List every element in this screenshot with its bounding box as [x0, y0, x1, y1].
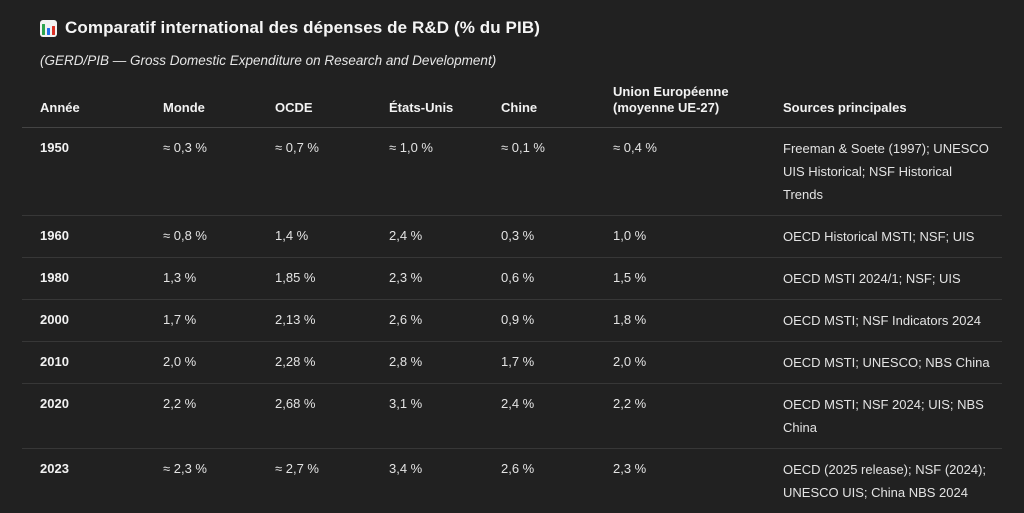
value-cell-ocde: ≈ 0,7 % [275, 128, 389, 216]
value-cell-etats-unis: 2,8 % [389, 342, 501, 384]
value-cell-monde: ≈ 0,3 % [163, 128, 275, 216]
column-header-ocde: OCDE [275, 78, 389, 128]
column-header-union-europeenne: Union Européenne (moyenne UE-27) [613, 78, 783, 128]
column-header-sources: Sources principales [783, 78, 1002, 128]
value-cell-etats-unis: ≈ 1,0 % [389, 128, 501, 216]
column-header-etats-unis: États-Unis [389, 78, 501, 128]
value-cell-monde: 1,3 % [163, 258, 275, 300]
sources-cell: OECD Historical MSTI; NSF; UIS [783, 216, 1002, 258]
table-row: 2023≈ 2,3 %≈ 2,7 %3,4 %2,6 %2,3 %OECD (2… [22, 449, 1002, 513]
value-cell-ocde: ≈ 2,7 % [275, 449, 389, 513]
value-cell-chine: 0,9 % [501, 300, 613, 342]
value-cell-chine: 2,6 % [501, 449, 613, 513]
bar-chart-icon-red-bar [52, 26, 55, 35]
value-cell-ocde: 2,68 % [275, 384, 389, 449]
page-subtitle: (GERD/PIB — Gross Domestic Expenditure o… [22, 52, 1002, 70]
value-cell-union-europeenne: ≈ 0,4 % [613, 128, 783, 216]
year-cell: 1980 [22, 258, 163, 300]
value-cell-union-europeenne: 1,8 % [613, 300, 783, 342]
column-header-monde: Monde [163, 78, 275, 128]
value-cell-monde: 1,7 % [163, 300, 275, 342]
value-cell-etats-unis: 2,4 % [389, 216, 501, 258]
value-cell-chine: 0,3 % [501, 216, 613, 258]
bar-chart-icon-green-bar [42, 24, 45, 35]
value-cell-monde: ≈ 0,8 % [163, 216, 275, 258]
value-cell-ocde: 2,28 % [275, 342, 389, 384]
title-row: Comparatif international des dépenses de… [22, 16, 1002, 40]
sources-cell: OECD MSTI; NSF 2024; UIS; NBS China [783, 384, 1002, 449]
value-cell-etats-unis: 3,4 % [389, 449, 501, 513]
value-cell-monde: 2,0 % [163, 342, 275, 384]
year-cell: 2023 [22, 449, 163, 513]
value-cell-union-europeenne: 2,2 % [613, 384, 783, 449]
value-cell-union-europeenne: 1,5 % [613, 258, 783, 300]
value-cell-chine: 2,4 % [501, 384, 613, 449]
bar-chart-icon-blue-bar [47, 28, 50, 35]
year-cell: 2010 [22, 342, 163, 384]
sources-cell: OECD MSTI; UNESCO; NBS China [783, 342, 1002, 384]
year-cell: 1960 [22, 216, 163, 258]
value-cell-etats-unis: 2,6 % [389, 300, 501, 342]
sources-cell: OECD MSTI; NSF Indicators 2024 [783, 300, 1002, 342]
value-cell-monde: 2,2 % [163, 384, 275, 449]
sources-cell: OECD (2025 release); NSF (2024); UNESCO … [783, 449, 1002, 513]
value-cell-chine: 0,6 % [501, 258, 613, 300]
sources-cell: OECD MSTI 2024/1; NSF; UIS [783, 258, 1002, 300]
value-cell-union-europeenne: 2,0 % [613, 342, 783, 384]
page-title: Comparatif international des dépenses de… [65, 16, 540, 40]
sources-cell: Freeman & Soete (1997); UNESCO UIS Histo… [783, 128, 1002, 216]
value-cell-ocde: 1,85 % [275, 258, 389, 300]
value-cell-chine: 1,7 % [501, 342, 613, 384]
table-row: 1950≈ 0,3 %≈ 0,7 %≈ 1,0 %≈ 0,1 %≈ 0,4 %F… [22, 128, 1002, 216]
value-cell-union-europeenne: 1,0 % [613, 216, 783, 258]
value-cell-ocde: 2,13 % [275, 300, 389, 342]
value-cell-etats-unis: 2,3 % [389, 258, 501, 300]
year-cell: 2020 [22, 384, 163, 449]
column-header-annee: Année [22, 78, 163, 128]
value-cell-union-europeenne: 2,3 % [613, 449, 783, 513]
column-header-chine: Chine [501, 78, 613, 128]
table-row: 1960≈ 0,8 %1,4 %2,4 %0,3 %1,0 %OECD Hist… [22, 216, 1002, 258]
value-cell-ocde: 1,4 % [275, 216, 389, 258]
value-cell-chine: ≈ 0,1 % [501, 128, 613, 216]
value-cell-monde: ≈ 2,3 % [163, 449, 275, 513]
value-cell-etats-unis: 3,1 % [389, 384, 501, 449]
bar-chart-icon [40, 20, 57, 37]
year-cell: 1950 [22, 128, 163, 216]
year-cell: 2000 [22, 300, 163, 342]
